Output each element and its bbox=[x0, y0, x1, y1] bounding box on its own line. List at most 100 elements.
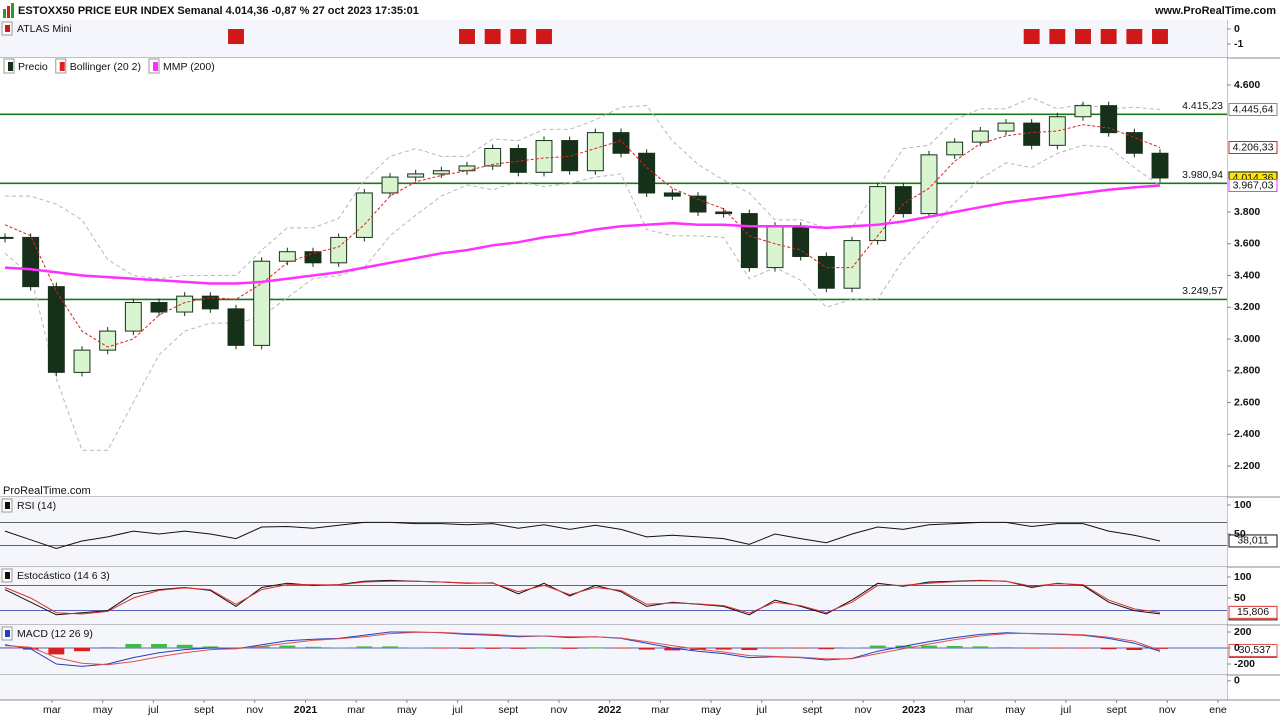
y-tick-label: 2.800 bbox=[1234, 365, 1260, 377]
x-tick-label: mar bbox=[955, 704, 974, 716]
x-tick-label: jul bbox=[1060, 704, 1072, 716]
histogram-bar bbox=[0, 647, 13, 648]
panel-background bbox=[0, 497, 1227, 567]
y-tick-label: 2.600 bbox=[1234, 396, 1260, 408]
candle bbox=[253, 260, 271, 346]
histogram-bar bbox=[305, 646, 321, 648]
histogram-bar bbox=[202, 646, 219, 648]
y-tick-label: 0 bbox=[1234, 675, 1240, 687]
candle bbox=[638, 152, 656, 194]
x-tick-label: nov bbox=[855, 704, 873, 716]
candle bbox=[381, 176, 399, 194]
candle bbox=[817, 255, 835, 289]
series-line bbox=[4, 580, 1161, 615]
histogram-bar bbox=[228, 648, 244, 649]
series-line bbox=[4, 124, 1161, 348]
candle bbox=[715, 211, 733, 215]
y-tick-label: 50 bbox=[1234, 528, 1246, 540]
panel-background bbox=[0, 58, 1227, 497]
candle bbox=[740, 213, 758, 269]
last-value-box bbox=[1228, 605, 1278, 619]
candle bbox=[1125, 132, 1143, 154]
series-line bbox=[4, 521, 1161, 550]
x-tick-label: 2021 bbox=[294, 704, 318, 716]
candle bbox=[766, 225, 784, 269]
candle bbox=[0, 236, 14, 239]
indicator-title: RSI (14) bbox=[17, 500, 56, 512]
candle bbox=[22, 236, 40, 288]
histogram-bar bbox=[330, 647, 347, 649]
bar bbox=[228, 29, 244, 45]
last-value-label: 3.967,03 bbox=[1233, 179, 1274, 191]
candle bbox=[894, 186, 912, 215]
histogram-bar bbox=[536, 648, 552, 649]
level-label: 3.249,57 bbox=[1182, 285, 1223, 297]
candle bbox=[201, 295, 219, 310]
y-tick-label: 0 bbox=[1234, 23, 1240, 35]
y-tick-label: 2.400 bbox=[1234, 428, 1260, 440]
histogram-bar bbox=[998, 647, 1014, 648]
x-tick-label: may bbox=[397, 704, 418, 716]
last-value-box bbox=[1228, 534, 1278, 548]
histogram-bar bbox=[1126, 648, 1143, 650]
x-tick-label: jul bbox=[147, 704, 159, 716]
candle bbox=[971, 130, 989, 143]
x-tick-label: may bbox=[1005, 704, 1026, 716]
bar bbox=[1100, 29, 1117, 45]
candle bbox=[843, 240, 861, 289]
candle bbox=[792, 225, 810, 257]
last-value-label: 4.206,33 bbox=[1233, 141, 1274, 153]
bar bbox=[1075, 29, 1091, 45]
histogram-bar bbox=[561, 648, 578, 649]
candle bbox=[304, 251, 322, 264]
x-tick-label: may bbox=[701, 704, 722, 716]
candle bbox=[484, 147, 502, 167]
histogram-bar bbox=[279, 645, 296, 648]
histogram-bar bbox=[844, 647, 860, 649]
x-tick-label: nov bbox=[246, 704, 264, 716]
bollinger-band bbox=[5, 97, 1161, 280]
x-tick-label: jul bbox=[451, 704, 463, 716]
x-tick-label: sept bbox=[1107, 704, 1127, 716]
last-value-label: -30,537 bbox=[1235, 644, 1271, 656]
candle bbox=[869, 186, 887, 242]
candle bbox=[330, 236, 348, 264]
logo-bar bbox=[11, 3, 14, 18]
x-tick-label: mar bbox=[651, 704, 670, 716]
indicator-swatch bbox=[5, 572, 10, 579]
legend-label: Precio bbox=[18, 61, 48, 73]
last-value-label: 15,806 bbox=[1237, 606, 1269, 618]
candle bbox=[150, 302, 168, 313]
last-value-box bbox=[1228, 178, 1278, 192]
histogram-bar bbox=[715, 648, 732, 650]
histogram-bar bbox=[638, 648, 655, 650]
y-tick-label: 3.800 bbox=[1234, 206, 1260, 218]
last-value-label: 38,011 bbox=[1237, 535, 1268, 547]
bar bbox=[510, 29, 527, 45]
legend-label: MMP (200) bbox=[163, 61, 215, 73]
last-value-box bbox=[1228, 643, 1278, 657]
y-tick-label: 200 bbox=[1234, 626, 1252, 638]
candle bbox=[278, 251, 296, 262]
y-tick-label: 3.600 bbox=[1234, 238, 1260, 250]
series-line bbox=[4, 631, 1161, 666]
bar bbox=[1023, 29, 1040, 45]
candle bbox=[47, 286, 65, 373]
x-tick-label: sept bbox=[803, 704, 823, 716]
candle bbox=[432, 170, 450, 175]
axis-column bbox=[1227, 20, 1280, 700]
candle bbox=[689, 195, 707, 213]
panel-background bbox=[0, 567, 1227, 625]
histogram-bar bbox=[741, 648, 758, 650]
indicator-swatch bbox=[5, 630, 10, 637]
logo-bar bbox=[7, 6, 10, 18]
header-site: www.ProRealTime.com bbox=[1154, 5, 1276, 17]
candle bbox=[176, 295, 194, 313]
y-tick-label: -1 bbox=[1234, 38, 1243, 50]
x-tick-label: sept bbox=[498, 704, 518, 716]
y-tick-label: 100 bbox=[1234, 571, 1252, 583]
legend-swatch bbox=[8, 62, 13, 71]
bar bbox=[1126, 29, 1143, 45]
panel-background bbox=[0, 20, 1227, 58]
